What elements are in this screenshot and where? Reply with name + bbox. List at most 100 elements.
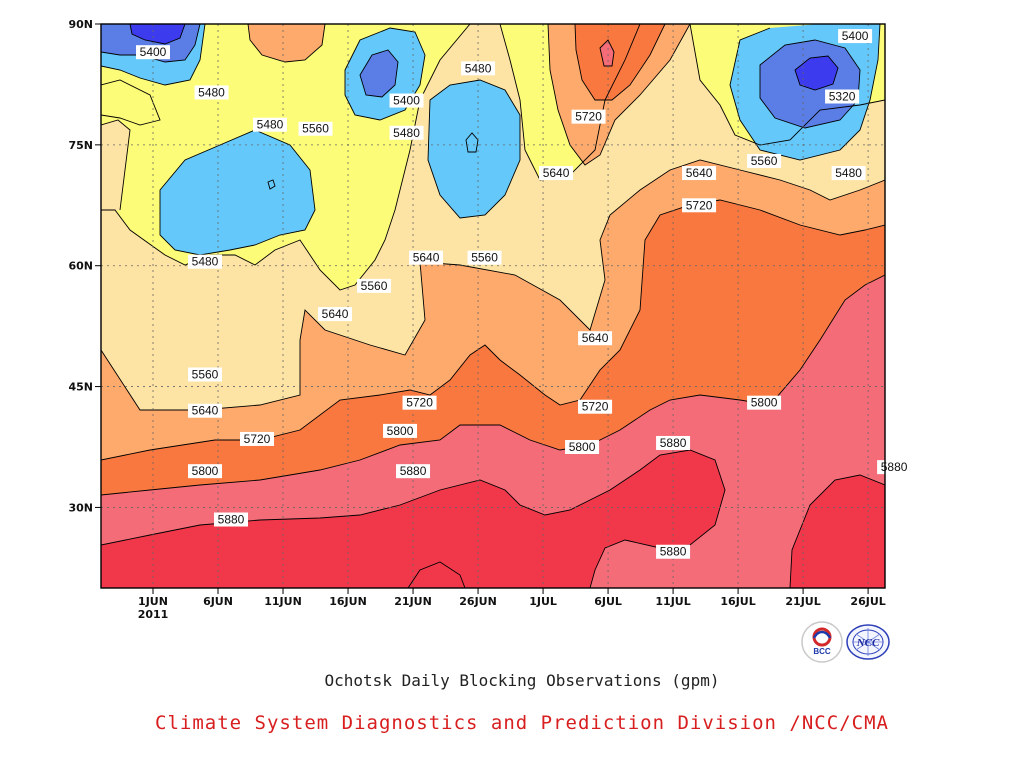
contour-label: 5800	[565, 440, 600, 454]
contour-label-box	[194, 85, 229, 100]
contour-label-text: 5560	[751, 154, 778, 168]
x-tick-label: 6JUN	[203, 595, 233, 608]
contour-line	[689, 24, 885, 146]
contour-label-box	[461, 61, 496, 76]
contour-label-box	[298, 121, 333, 136]
fill-band-ge5880	[790, 475, 885, 588]
contour-line	[465, 132, 479, 153]
contour-line	[359, 49, 399, 98]
contour-label-text: 5880	[400, 464, 427, 478]
contour-label: 5800	[188, 464, 223, 479]
contour-label-text: 5480	[257, 118, 284, 132]
contour-label-text: 5480	[192, 255, 219, 269]
x-tick-label: 11JUL	[655, 595, 690, 608]
svg-text:BCC: BCC	[813, 647, 831, 656]
contour-label-text: 5720	[244, 432, 271, 446]
x-tick-label: 16JUN	[329, 595, 367, 608]
contour-line	[547, 24, 691, 166]
x-tick-label: 21JUN	[394, 595, 432, 608]
contour-label-text: 5720	[406, 396, 433, 410]
contour-label-text: 5400	[842, 29, 869, 43]
axes: 1JUN 6JUN 11JUN 16JUN 21JUN 26JUN 1JUL 6JUL 11JU…	[68, 18, 885, 621]
contour-label-box	[214, 512, 249, 527]
contour-label-box	[831, 166, 866, 181]
contour-label: 5720	[402, 395, 437, 410]
contour-label-box	[571, 109, 606, 124]
contour-label-text: 5880	[660, 545, 687, 559]
fill-band-5400-5480	[160, 130, 315, 255]
contour-line	[159, 129, 316, 256]
contour-label: 5720	[578, 399, 613, 414]
contour-label-box	[402, 395, 437, 410]
contour-label: 5640	[578, 331, 613, 346]
contour-label: 5880	[656, 544, 691, 559]
x-tick-label: 1JUL	[529, 595, 557, 608]
contour-label-text: 5560	[471, 251, 498, 265]
x-tick-label: 1JUN	[138, 595, 168, 608]
contour-label: 5640	[318, 307, 353, 322]
contour-line	[407, 561, 466, 588]
contour-label: 5400	[389, 93, 424, 108]
contour-label-text: 5480	[393, 126, 420, 140]
contour-label-box	[188, 367, 223, 382]
y-tick-label: 90N	[68, 18, 93, 31]
contour-label-text: 5800	[192, 464, 219, 478]
contour-label-box	[389, 125, 424, 140]
contour-label-text: 5480	[198, 85, 225, 99]
contour-line	[427, 79, 521, 219]
contour-label: 5320	[825, 89, 860, 104]
contour-label-text: 5720	[575, 110, 602, 124]
contour-label-box	[188, 464, 223, 479]
contour-label: 5720	[682, 198, 717, 213]
credit-line: Climate System Diagnostics and Predictio…	[155, 712, 889, 734]
contour-label: 5480	[188, 254, 223, 269]
contour-line	[729, 24, 881, 161]
fill-band-5800-5880	[600, 40, 614, 66]
fill-band-ge5880	[408, 562, 465, 588]
contour-label-box	[747, 153, 782, 168]
contour-label-box	[318, 307, 353, 322]
y-tick-label: 60N	[68, 260, 93, 273]
contour-label-box	[565, 440, 600, 454]
contour-label-box	[240, 431, 275, 446]
contour-label: 5640	[539, 166, 574, 181]
contour-label-text: 5880	[881, 460, 908, 474]
contour-label-box	[357, 278, 392, 293]
contour-label-text: 5400	[393, 94, 420, 108]
fill-band-5560-5640	[101, 120, 130, 212]
fill-band-5720-5800	[575, 24, 665, 100]
contour-label: 5560	[467, 250, 502, 265]
contour-line	[101, 24, 471, 291]
x-tick-label: 21JUL	[785, 595, 820, 608]
fill-band-ge5880	[101, 450, 725, 588]
plot-frame	[100, 23, 886, 589]
contour-label-box	[682, 166, 717, 181]
y-tick-label: 45N	[68, 381, 93, 394]
x-tick-label: 26JUN	[459, 595, 497, 608]
contour-line	[101, 159, 885, 411]
contour-label-box	[188, 254, 223, 269]
contour-label-box	[467, 250, 502, 265]
contour-fills	[101, 24, 885, 588]
contour-label-box	[539, 166, 574, 181]
contour-label-box	[656, 435, 691, 450]
contour-label: 5400	[838, 29, 873, 44]
contour-label: 5880	[656, 435, 691, 450]
contour-label-box	[188, 403, 223, 418]
contour-line	[101, 199, 885, 461]
fill-band-5400-5480	[466, 133, 478, 152]
contour-label-text: 5560	[192, 367, 219, 381]
contour-label-box	[682, 198, 717, 213]
contour-label-text: 5720	[686, 198, 713, 212]
fill-band-5640-5720	[248, 24, 325, 62]
contour-label-text: 5800	[569, 440, 596, 454]
svg-text:NCC: NCC	[856, 637, 880, 649]
contour-label-box	[578, 399, 613, 414]
chart-title: Ochotsk Daily Blocking Observations (gpm…	[324, 671, 720, 690]
contour-line	[344, 27, 426, 121]
contour-label: 5560	[298, 121, 333, 136]
contour-label-box	[747, 395, 782, 410]
contour-line	[101, 24, 206, 86]
contour-label: 5560	[747, 153, 782, 168]
